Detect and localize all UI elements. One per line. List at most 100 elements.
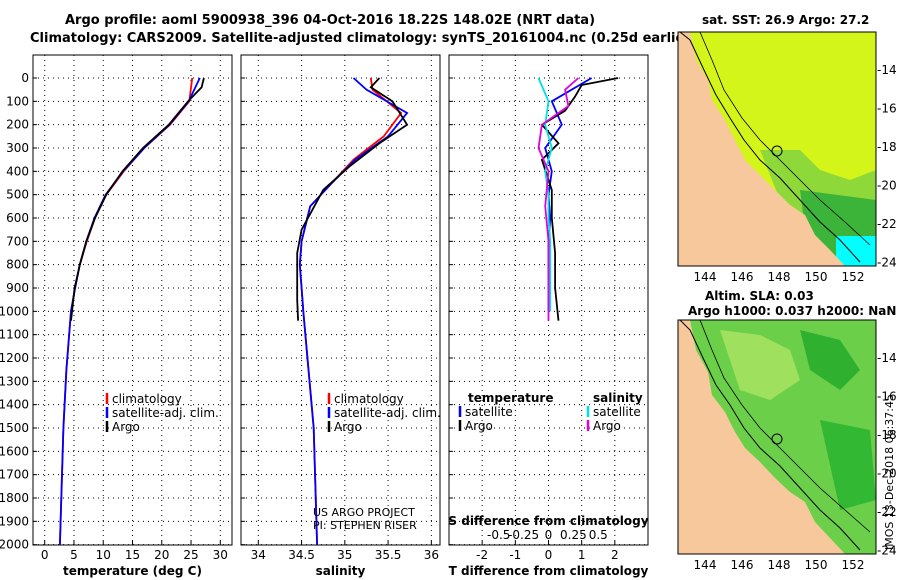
legend-diff: temperature salinity satellite Argo sate…: [458, 391, 643, 433]
series-climatology: [59, 77, 194, 545]
x-tick-label: 20: [154, 548, 169, 562]
y-tick-label: 1800: [0, 491, 29, 505]
map-sst-isobath: [699, 32, 871, 246]
legend-diff-sargo: Argo: [593, 419, 621, 433]
x-tick-label: 35.5: [375, 548, 402, 562]
map-sst-lat-tick: -18: [877, 140, 897, 154]
project-note-1: US ARGO PROJECT: [313, 506, 415, 519]
y-tick-label: 900: [6, 281, 29, 295]
y-tick-label: 700: [6, 234, 29, 248]
x2-tick-label: 0: [545, 528, 553, 542]
map-sla-patch-3: [820, 420, 876, 510]
legend-sal-climatology: climatology: [334, 392, 404, 406]
x-tick-label: 0: [41, 548, 49, 562]
x-tick-label: 34.5: [288, 548, 315, 562]
map-sla-isobath: [699, 320, 871, 533]
map-sst-frame: [677, 31, 877, 267]
map-sst-lon-tick: 146: [731, 270, 754, 284]
y-tick-label: 1200: [0, 351, 29, 365]
legend-diff-targo: Argo: [465, 419, 493, 433]
map-sst-lon-tick: 144: [694, 270, 717, 284]
y-tick-label: 600: [6, 211, 29, 225]
y-tick-label: 200: [6, 118, 29, 132]
x-axis-label: T difference from climatology: [449, 564, 649, 578]
y-tick-label: 1400: [0, 398, 29, 412]
legend-sal-satellite: satellite-adj. clim.: [334, 406, 441, 420]
map-sla-lat-tick: -14: [877, 351, 897, 365]
map-sla-title-1: Altim. SLA: 0.03: [705, 289, 814, 303]
y-tick-label: 400: [6, 164, 29, 178]
x-tick-label: 34: [251, 548, 266, 562]
x-tick-label: 0: [545, 548, 553, 562]
project-note-2: PI: STEPHEN RISER: [313, 519, 417, 532]
x2-tick-label: -0.5: [487, 528, 510, 542]
legend-diff-temp-header: temperature: [468, 391, 553, 405]
y-tick-label: 1000: [0, 304, 29, 318]
map-sst-land: [678, 32, 845, 266]
x2-axis-label: S difference from climatology: [448, 514, 648, 528]
map-sst-lon-tick: 148: [768, 270, 791, 284]
map-sla-lon-tick: 150: [805, 558, 828, 572]
y-tick-label: 300: [6, 141, 29, 155]
map-sst-lat-tick: -22: [877, 217, 897, 231]
map-sst-cyan-patch: [836, 236, 876, 266]
y-tick-label: 500: [6, 188, 29, 202]
map-sst-lat-tick: -20: [877, 179, 897, 193]
series-argo: [70, 77, 205, 321]
map-sla-lon-tick: 144: [694, 558, 717, 572]
map-sla-lat-tick: -22: [877, 505, 897, 519]
map-sla-lat-tick: -24: [877, 544, 897, 558]
legend-diff-sal-header: salinity: [593, 391, 643, 405]
x-tick-label: 2: [611, 548, 619, 562]
y-tick-label: 1300: [0, 374, 29, 388]
y-tick-label: 100: [6, 94, 29, 108]
map-sla-patch-2: [800, 330, 860, 390]
panel-difference: -2 -1 0 1 2 T difference from climatology S di…: [448, 54, 649, 578]
series-satellite-adj-clim-: [298, 77, 409, 545]
y-tick-label: 800: [6, 258, 29, 272]
y-tick-label: 2000: [0, 538, 29, 552]
legend-argo: Argo: [112, 420, 140, 434]
map-sla-patch-1: [720, 330, 800, 400]
map-sla-frame: [677, 319, 877, 555]
map-sla-title-2: Argo h1000: 0.037 h2000: NaN: [688, 304, 896, 318]
map-sst-lat-tick: -14: [877, 63, 897, 77]
map-sla-lon-tick: 152: [842, 558, 865, 572]
map-sst: [678, 32, 876, 266]
series-temperature-argo: [540, 77, 619, 321]
map-sst-lat-tick: -24: [877, 256, 897, 270]
title-line-2: Climatology: CARS2009. Satellite-adjuste…: [30, 31, 697, 46]
y-tick-label: 0: [21, 71, 29, 85]
panel-temperature: 0100200300400500600700800900100011001200…: [0, 54, 233, 578]
map-sst-title: sat. SST: 26.9 Argo: 27.2: [702, 13, 869, 27]
map-sla-lat-tick: -18: [877, 428, 897, 442]
legend-climatology: climatology: [112, 392, 182, 406]
map-sst-lat-tick: -16: [877, 102, 897, 116]
map-sla: [678, 320, 876, 554]
map-sla-land: [678, 320, 845, 554]
map-sst-coastline: [679, 32, 861, 263]
title-line-1: Argo profile: aoml 5900938_396 04-Oct-20…: [65, 13, 595, 28]
panel-frame: [240, 54, 441, 546]
map-sst-argo-marker: [771, 145, 783, 157]
x-tick-label: -1: [509, 548, 521, 562]
x-axis-label: temperature (deg C): [63, 564, 202, 578]
x-tick-label: 1: [578, 548, 586, 562]
legend-diff-ssat: satellite: [593, 405, 641, 419]
map-sla-coastline: [679, 320, 861, 551]
x-tick-label: 25: [183, 548, 198, 562]
x-axis-label: salinity: [316, 564, 366, 578]
map-sst-lon-tick: 150: [805, 270, 828, 284]
map-sla-lon-tick: 148: [768, 558, 791, 572]
y-tick-label: 1100: [0, 328, 29, 342]
legend-sal-argo: Argo: [334, 420, 362, 434]
x2-tick-label: 0.25: [560, 528, 587, 542]
y-tick-label: 1900: [0, 514, 29, 528]
legend-salinity: climatology satellite-adj. clim. Argo: [327, 392, 441, 434]
legend-main: climatology satellite-adj. clim. Argo: [105, 392, 219, 434]
x-tick-label: -2: [476, 548, 488, 562]
x2-tick-label: 0.5: [589, 528, 608, 542]
legend-satellite: satellite-adj. clim.: [112, 406, 219, 420]
map-sst-lon-tick: 152: [842, 270, 865, 284]
